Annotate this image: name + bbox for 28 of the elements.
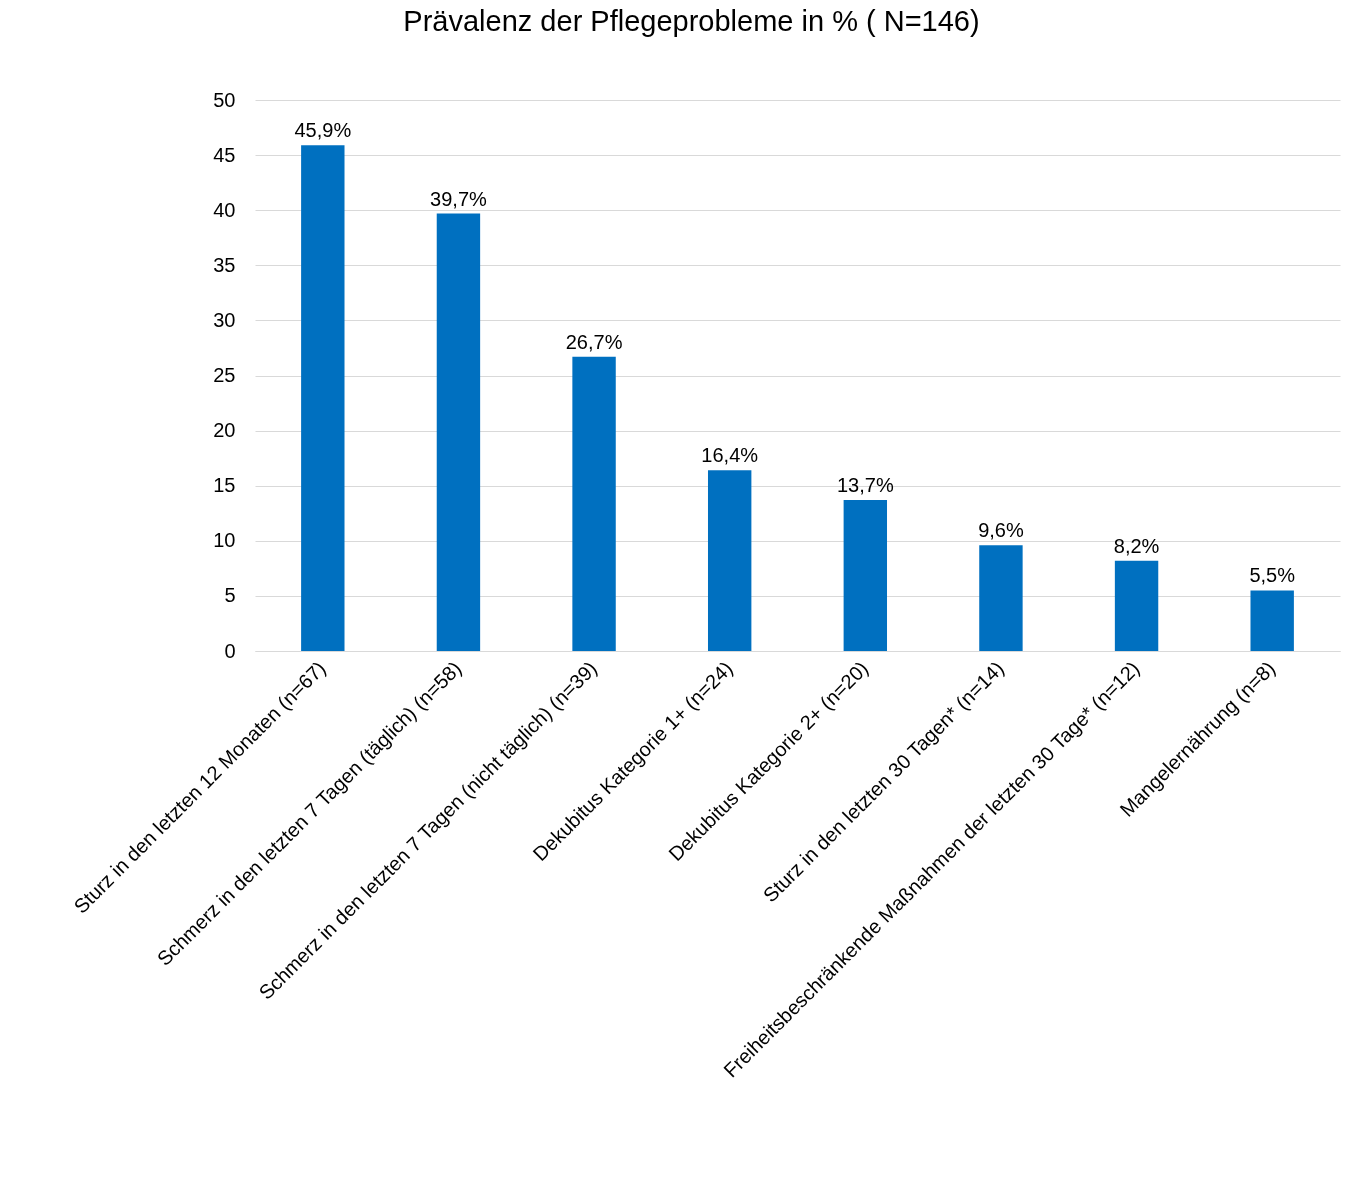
bar [1250,590,1294,651]
bar [436,213,481,651]
bar [572,356,616,651]
y-tick-label: 25 [213,364,236,386]
data-label: 26,7% [565,330,623,353]
y-tick-label: 30 [213,308,236,331]
data-label: 8,2% [1113,534,1160,557]
bar [1114,560,1159,651]
y-tick-label: 20 [213,419,236,442]
chart-title: Prävalenz der Pflegeprobleme in % ( N=146) [403,5,980,37]
y-tick-label: 45 [213,143,236,166]
y-tick-label: 35 [213,253,236,276]
y-tick-label: 50 [213,88,236,111]
data-label: 16,4% [701,444,759,467]
data-label: 9,6% [978,519,1024,542]
y-tick-label: 15 [213,474,236,497]
bar [843,500,888,651]
bar [979,545,1023,651]
y-tick-label: 0 [224,639,236,662]
data-label: 5,5% [1249,564,1296,587]
bar [301,145,345,651]
bar [707,470,752,651]
data-label: 45,9% [294,119,352,142]
y-tick-label: 10 [213,529,236,552]
y-tick-label: 5 [224,584,236,607]
y-tick-label: 40 [213,198,236,221]
data-label: 39,7% [430,187,487,210]
data-label: 13,7% [836,474,894,497]
